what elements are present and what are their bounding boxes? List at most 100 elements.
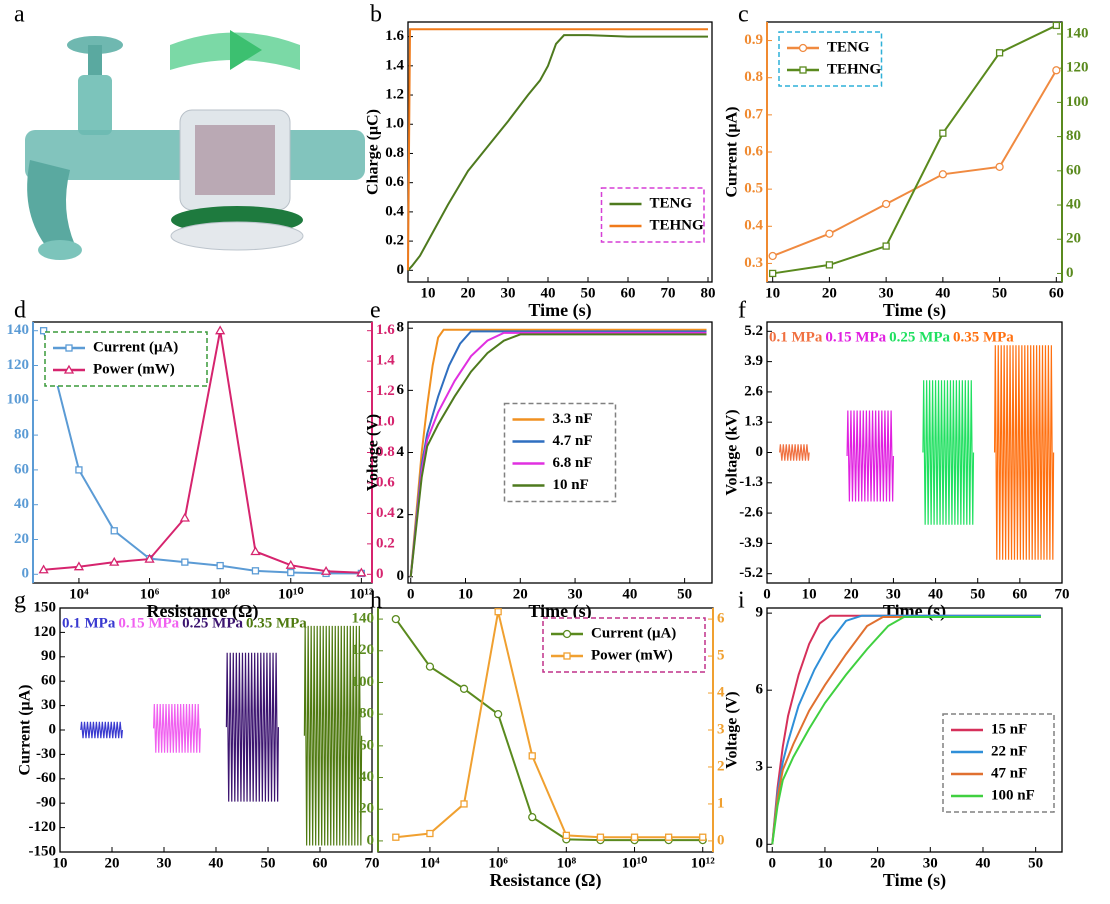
x-tick-label: 10 [817, 855, 832, 871]
y-tick-label: 1.0 [385, 116, 404, 132]
marker [460, 800, 468, 808]
signal-burst [922, 380, 975, 525]
marker [699, 833, 707, 841]
y-tick-label: -5.2 [739, 565, 763, 581]
x-tick-label: 40 [975, 855, 990, 871]
y-tick-label: 0.8 [385, 145, 404, 161]
panel-label: i [738, 588, 745, 614]
y-tick-label: 0 [367, 832, 375, 848]
x-tick-label: 10⁴ [69, 586, 89, 602]
legend-box [542, 617, 706, 673]
series-line [771, 614, 1041, 845]
marker [179, 512, 190, 522]
y-tick-label: 0 [397, 262, 405, 278]
marker [995, 162, 1004, 172]
faucet-illustration [0, 0, 370, 290]
marker [1052, 66, 1061, 75]
marker [426, 829, 434, 838]
y-tick-label: 0.9 [744, 32, 763, 48]
y2-tick-label: 0 [1066, 265, 1074, 281]
burst-label: 0.25 MPa [889, 329, 950, 345]
y2-tick-label: 3 [717, 721, 725, 737]
x-tick-label: 70 [661, 285, 676, 301]
x-tick-label: 50 [992, 285, 1007, 301]
y-tick-label: 6 [756, 682, 764, 698]
x-tick-label: 60 [1049, 285, 1064, 301]
marker [528, 752, 536, 760]
signal-burst [303, 625, 363, 846]
x-tick-label: 10 [53, 855, 68, 871]
y-tick-label: 0.4 [385, 203, 404, 219]
x-tick-label: 10⁸ [557, 855, 577, 871]
panel-label: d [14, 298, 26, 324]
legend: 15 nF 22 nF 47 nF 100 nF [942, 713, 1055, 813]
series-line [771, 615, 1041, 845]
series-line [409, 333, 707, 577]
panel-label: a [14, 2, 25, 28]
y-tick-label: 0 [397, 568, 405, 584]
series-line [771, 615, 1041, 845]
x-axis-title: Resistance (Ω) [490, 870, 602, 891]
burst-label: 0.35 MPa [953, 329, 1014, 345]
y-tick-label: 0.5 [744, 181, 763, 197]
marker [459, 684, 469, 693]
y-tick-label: 0 [756, 836, 764, 852]
y-tick-label: 2 [397, 506, 405, 522]
y-tick-label: 140 [352, 611, 375, 627]
legend: TENG TEHNG [600, 187, 705, 243]
y2-tick-label: 140 [1066, 25, 1089, 41]
y-tick-label: 0.6 [744, 143, 763, 159]
panel-label: h [370, 588, 382, 614]
burst-label: 0.15 MPa [825, 329, 886, 345]
y-tick-label: 100 [352, 674, 375, 690]
x-tick-label: 40 [935, 285, 950, 301]
legend-marker [63, 364, 75, 374]
marker [1052, 21, 1060, 30]
y2-tick-label: 0.6 [376, 474, 395, 490]
series-line [395, 618, 703, 842]
legend: 3.3 nF 4.7 nF 6.8 nF 10 nF [503, 402, 617, 503]
legend-label: 4.7 nF [553, 433, 593, 449]
marker [287, 568, 295, 577]
burst-label: 0.1 MPa [62, 615, 116, 631]
panel-label: g [14, 588, 26, 614]
y2-tick-label: 4 [717, 684, 725, 700]
x-tick-label: 40 [928, 586, 943, 602]
marker [425, 662, 435, 671]
x-tick-label: 10⁶ [140, 586, 160, 602]
marker [769, 269, 777, 278]
x-tick-label: 10⁸ [210, 586, 230, 602]
x-tick-label: 60 [621, 285, 636, 301]
marker [882, 242, 890, 250]
x-tick-label: 10¹⁰ [622, 855, 648, 871]
y2-tick-label: 0.2 [376, 535, 395, 551]
marker [939, 129, 947, 137]
series-line [772, 24, 1057, 275]
y-tick-label: 60 [41, 673, 56, 689]
y-tick-label: 0.4 [744, 218, 763, 234]
x-tick-label: 40 [541, 285, 556, 301]
y-tick-label: 1.6 [385, 28, 404, 44]
x-tick-label: 10¹⁰ [278, 586, 304, 602]
marker [38, 564, 49, 574]
marker [825, 261, 834, 269]
marker [562, 831, 570, 840]
panel-label: c [738, 2, 749, 28]
y2-tick-label: 6 [717, 611, 725, 627]
y-tick-label: 0.3 [744, 255, 763, 271]
legend-label: Current (μA) [591, 625, 676, 641]
x-tick-label: 80 [701, 285, 716, 301]
y-tick-label: 3.9 [744, 353, 763, 369]
y-tick-label: -2.6 [739, 505, 763, 521]
series-line [42, 330, 362, 575]
legend-label: 6.8 nF [553, 455, 593, 471]
y2-tick-label: 0 [717, 832, 725, 848]
y-tick-label: -3.9 [739, 535, 763, 551]
series-line [407, 34, 708, 271]
marker [109, 556, 120, 566]
marker [73, 561, 85, 571]
y-tick-label: -90 [36, 795, 56, 811]
y-axis-title: Voltage (V) [365, 414, 382, 491]
x-tick-label: 10 [802, 586, 817, 602]
legend-label: Current (μA) [93, 339, 178, 355]
